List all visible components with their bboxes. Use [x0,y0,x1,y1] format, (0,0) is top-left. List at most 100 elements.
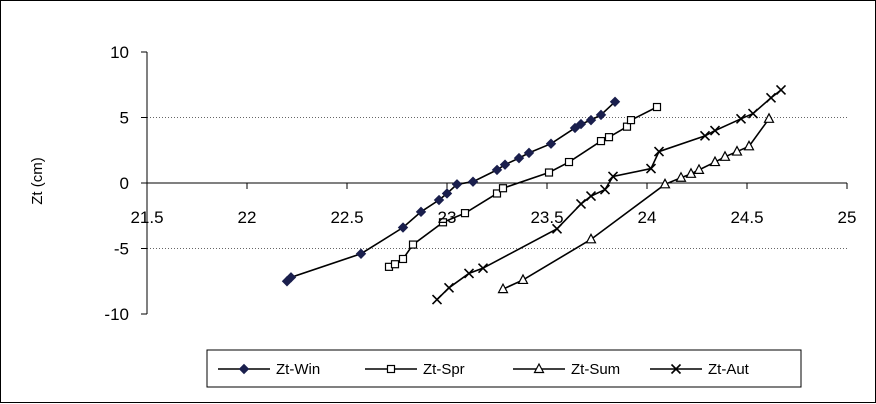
data-point [492,189,502,198]
x-tick-label: 22.5 [330,208,363,227]
data-point [513,152,525,164]
marker-stroke [463,268,475,279]
legend-item-zt-aut: Zt-Aut [650,361,750,378]
data-point [467,176,479,187]
x-tick-label: 25 [838,208,857,227]
y-tick-label: 10 [110,43,129,62]
y-axis-title: Zt (cm) [29,157,46,204]
marker-stroke [670,363,682,375]
legend-marker [238,363,250,375]
marker-stroke [551,223,563,234]
data-point [285,272,297,283]
marker-stroke [575,198,587,210]
data-point [609,96,621,107]
legend-marker [670,363,682,375]
data-point [731,145,743,156]
marker-stroke [477,263,489,274]
data-point [438,218,448,227]
legend-label: Zt-Sum [571,361,620,378]
legend-marker [386,364,396,374]
data-point [699,130,711,141]
marker-stroke [431,294,443,305]
marker-stroke [765,92,777,103]
data-point [497,282,509,294]
legend: Zt-Win Zt-Spr Zt-Sum Zt-Aut [206,349,802,388]
data-point [653,146,665,157]
data-point [575,118,587,130]
data-point [659,178,671,189]
data-point [477,263,489,274]
x-tick-label: 23.5 [530,208,563,227]
data-point [596,136,606,146]
data-point [517,273,529,285]
data-point [523,147,535,159]
data-point [765,92,777,103]
y-tick-label: 0 [120,174,129,193]
data-point [709,155,721,167]
data-point [595,109,607,121]
x-tick-label: 24.5 [730,208,763,227]
data-point [743,140,755,151]
data-point [607,171,619,182]
data-point [652,102,662,112]
data-point [585,191,597,202]
marker-stroke [607,171,619,182]
marker-stroke [709,125,721,136]
series-layer [281,84,787,305]
data-point [355,248,367,259]
data-point [735,113,747,124]
data-point [645,163,657,174]
data-point [460,209,470,218]
legend-label: Zt-Win [276,361,320,378]
data-point [763,112,775,123]
y-tick-label: -5 [114,240,129,259]
marker-stroke [443,282,455,293]
data-point [390,260,400,269]
data-point [626,116,636,125]
data-point [599,184,611,195]
legend-item-zt-spr: Zt-Spr [365,361,465,378]
data-point [585,114,597,126]
data-point [569,122,581,134]
y-tick-label: -10 [104,305,129,324]
marker-stroke [775,84,787,96]
series-zt-win [281,96,621,287]
data-point [775,84,787,96]
data-point [498,184,508,193]
marker-stroke [653,146,665,157]
legend-label: Zt-Aut [708,361,750,378]
marker-stroke [599,184,611,195]
data-point [545,138,557,149]
data-point [747,108,759,119]
legend-items: Zt-Win Zt-Spr Zt-Sum Zt-Aut [218,361,750,378]
marker-stroke [747,108,759,119]
marker-stroke [645,163,657,174]
x-tick-label: 22 [238,208,257,227]
x-tick-label: 23 [438,208,457,227]
data-point [693,163,705,174]
series-zt-sum [497,112,775,294]
data-point [551,223,563,234]
data-point [441,188,453,199]
series-zt-aut [431,84,787,305]
data-point [398,254,408,264]
data-point [491,164,503,176]
data-point [575,198,587,210]
series-zt-spr [384,102,662,271]
marker-stroke [735,113,747,124]
data-point [451,179,463,190]
labels-layer: 10 5 0 -5 -10 21.5 22 22.5 23 23.5 24 24.5 25 [104,43,856,324]
x-tick-label: 21.5 [130,208,163,227]
marker-stroke [699,130,711,141]
legend-item-zt-win: Zt-Win [218,361,320,378]
data-point [431,294,443,305]
data-point [433,194,445,206]
data-point [604,133,614,142]
data-point [675,171,687,182]
data-point [408,240,418,249]
data-point [564,157,574,167]
axes-layer [141,51,848,315]
data-point [463,268,475,279]
